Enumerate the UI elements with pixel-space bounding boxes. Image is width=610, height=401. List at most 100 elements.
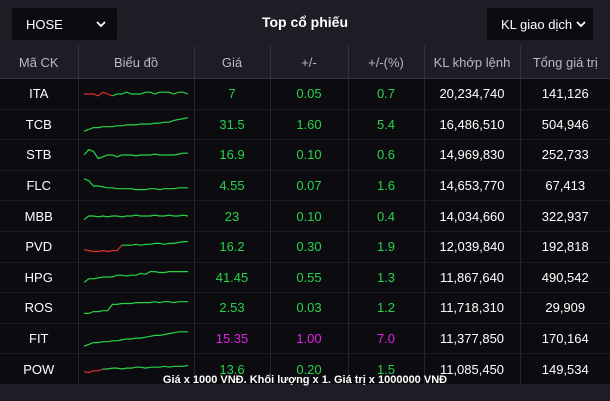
stock-change: 0.30 bbox=[270, 230, 349, 263]
stock-volume: 12,039,840 bbox=[424, 230, 521, 263]
column-header-symbol[interactable]: Mã CK bbox=[0, 46, 79, 79]
column-header-chart[interactable]: Biểu đồ bbox=[78, 46, 195, 79]
stock-change-percent: 1.6 bbox=[348, 169, 425, 201]
chevron-down-icon bbox=[96, 21, 106, 28]
column-header-change-percent[interactable]: +/-(%) bbox=[348, 46, 425, 79]
sparkline-up-segment bbox=[84, 330, 188, 347]
stock-price: 13.6 bbox=[194, 353, 271, 384]
sparkline-chart bbox=[84, 214, 188, 221]
stock-symbol[interactable]: TCB bbox=[0, 108, 79, 140]
stock-symbol[interactable]: MBB bbox=[0, 200, 79, 232]
stock-symbol[interactable]: ROS bbox=[0, 292, 79, 324]
stock-change-percent: 1.5 bbox=[348, 353, 425, 384]
sparkline-chart bbox=[84, 117, 188, 133]
stock-price: 15.35 bbox=[194, 322, 271, 354]
stock-price: 7 bbox=[194, 78, 271, 110]
sparkline-cell bbox=[78, 139, 195, 171]
stock-volume: 11,718,310 bbox=[424, 292, 521, 324]
sparkline-chart bbox=[84, 148, 188, 160]
stock-price: 31.5 bbox=[194, 108, 271, 140]
metric-select-value: KL giao dịch bbox=[501, 17, 573, 32]
stock-total-value: 149,534 bbox=[520, 353, 610, 384]
stock-change: 1.60 bbox=[270, 108, 349, 140]
table-row[interactable]: FLC 4.55 0.07 1.6 14,653,770 67,413 bbox=[0, 169, 610, 201]
stock-symbol[interactable]: FIT bbox=[0, 322, 79, 354]
sparkline-chart bbox=[84, 91, 188, 97]
stock-change-percent: 5.4 bbox=[348, 108, 425, 140]
sparkline-up-segment bbox=[84, 271, 188, 284]
stock-volume: 11,085,450 bbox=[424, 353, 521, 384]
stock-total-value: 170,164 bbox=[520, 322, 610, 354]
sparkline-cell bbox=[78, 108, 195, 140]
column-header-change[interactable]: +/- bbox=[270, 46, 349, 79]
stock-total-value: 29,909 bbox=[520, 292, 610, 324]
stock-total-value: 322,937 bbox=[520, 200, 610, 232]
stock-symbol[interactable]: PVD bbox=[0, 230, 79, 263]
table-row[interactable]: TCB 31.5 1.60 5.4 16,486,510 504,946 bbox=[0, 108, 610, 140]
units-note: Giá x 1000 VNĐ. Khối lượng x 1. Giá trị … bbox=[162, 374, 448, 386]
sparkline-up-segment bbox=[84, 301, 188, 314]
stock-volume: 14,034,660 bbox=[424, 200, 521, 232]
sparkline-up-segment bbox=[84, 177, 188, 190]
sparkline-chart bbox=[84, 330, 188, 347]
table-row[interactable]: POW 13.6 0.20 1.5 11,085,450 149,534 bbox=[0, 353, 610, 384]
sparkline-cell bbox=[78, 230, 195, 263]
sparkline-chart bbox=[84, 271, 188, 284]
stock-total-value: 490,542 bbox=[520, 261, 610, 293]
stock-change-percent: 1.9 bbox=[348, 230, 425, 263]
column-header-volume[interactable]: KL khớp lệnh bbox=[424, 46, 521, 79]
stock-change-percent: 0.6 bbox=[348, 139, 425, 171]
sparkline-cell bbox=[78, 200, 195, 232]
stock-price: 16.9 bbox=[194, 139, 271, 171]
table-row[interactable]: PVD 16.2 0.30 1.9 12,039,840 192,818 bbox=[0, 230, 610, 263]
stock-total-value: 252,733 bbox=[520, 139, 610, 171]
stock-price: 41.45 bbox=[194, 261, 271, 293]
top-stocks-table: Mã CK Biểu đồ Giá +/- +/-(%) KL khớp lện… bbox=[0, 46, 610, 384]
sparkline-chart bbox=[84, 364, 188, 374]
sparkline-cell bbox=[78, 169, 195, 201]
stock-volume: 14,653,770 bbox=[424, 169, 521, 201]
table-row[interactable]: MBB 23 0.10 0.4 14,034,660 322,937 bbox=[0, 200, 610, 232]
column-header-total-value[interactable]: Tổng giá trị bbox=[520, 46, 610, 79]
stock-price: 23 bbox=[194, 200, 271, 232]
metric-select[interactable]: KL giao dịch bbox=[487, 8, 593, 40]
stock-volume: 11,867,640 bbox=[424, 261, 521, 293]
sparkline-up-segment bbox=[121, 240, 188, 246]
stock-symbol[interactable]: ITA bbox=[0, 78, 79, 110]
stock-symbol[interactable]: HPG bbox=[0, 261, 79, 293]
column-header-price[interactable]: Giá bbox=[194, 46, 271, 79]
sparkline-cell bbox=[78, 78, 195, 110]
stock-symbol[interactable]: STB bbox=[0, 139, 79, 171]
table-row[interactable]: STB 16.9 0.10 0.6 14,969,830 252,733 bbox=[0, 139, 610, 171]
stock-change: 0.03 bbox=[270, 292, 349, 324]
exchange-select-value: HOSE bbox=[26, 17, 63, 32]
table-row[interactable]: ITA 7 0.05 0.7 20,234,740 141,126 bbox=[0, 78, 610, 110]
stock-change: 0.55 bbox=[270, 261, 349, 293]
stock-change-percent: 0.7 bbox=[348, 78, 425, 110]
stock-total-value: 141,126 bbox=[541, 86, 589, 102]
sparkline-cell bbox=[78, 261, 195, 293]
table-row[interactable]: HPG 41.45 0.55 1.3 11,867,640 490,542 bbox=[0, 261, 610, 293]
sparkline-up-segment bbox=[84, 117, 188, 133]
table-header-row: Mã CK Biểu đồ Giá +/- +/-(%) KL khớp lện… bbox=[0, 46, 610, 79]
top-bar: HOSE Top cổ phiếu KL giao dịch bbox=[0, 0, 610, 46]
sparkline-cell bbox=[78, 353, 195, 384]
stock-change: 0.05 bbox=[270, 78, 349, 110]
stock-volume: 20,234,740 bbox=[424, 78, 521, 110]
table-row[interactable]: ROS 2.53 0.03 1.2 11,718,310 29,909 bbox=[0, 292, 610, 324]
stock-symbol[interactable]: FLC bbox=[0, 169, 79, 201]
sparkline-up-segment bbox=[102, 364, 188, 370]
stock-symbol[interactable]: POW bbox=[0, 353, 79, 384]
stock-change: 0.10 bbox=[270, 200, 349, 232]
sparkline-chart bbox=[84, 177, 188, 190]
stock-change-percent: 7.0 bbox=[348, 322, 425, 354]
sparkline-down-segment bbox=[84, 91, 113, 97]
exchange-select[interactable]: HOSE bbox=[12, 8, 117, 40]
sparkline-down-segment bbox=[84, 244, 123, 252]
sparkline-up-segment bbox=[84, 148, 188, 160]
sparkline-chart bbox=[84, 240, 188, 252]
stock-total-value: 67,413 bbox=[520, 169, 610, 201]
table-row[interactable]: FIT 15.35 1.00 7.0 11,377,850 170,164 bbox=[0, 322, 610, 354]
stock-change-percent: 1.2 bbox=[348, 292, 425, 324]
chevron-down-icon bbox=[576, 21, 586, 28]
